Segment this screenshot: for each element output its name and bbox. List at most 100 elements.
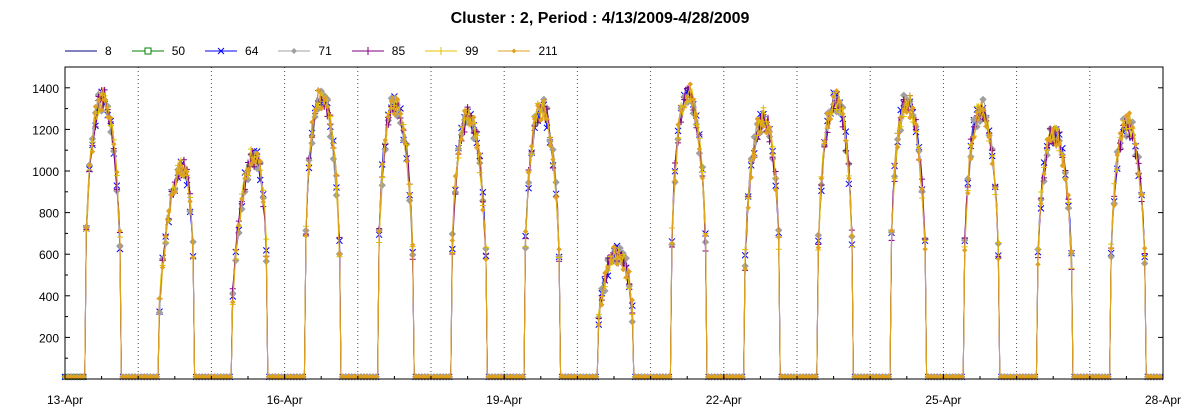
point-marker [303, 233, 309, 239]
y-tick-label: 1000 [32, 165, 59, 179]
point-marker [312, 106, 318, 113]
point-marker [1044, 147, 1051, 154]
y-tick-label: 1200 [32, 123, 59, 137]
point-marker [553, 194, 559, 201]
point-marker [1038, 189, 1044, 196]
point-marker [617, 254, 623, 260]
point-marker [974, 109, 980, 116]
legend-item-99: 99 [425, 44, 478, 58]
legend-label: 99 [465, 44, 479, 58]
point-marker [376, 228, 382, 235]
point-marker [919, 186, 925, 192]
legend-item-64: 64 [205, 44, 258, 58]
point-marker [95, 108, 102, 115]
series-line [65, 85, 1162, 378]
point-marker [897, 114, 904, 120]
point-marker [184, 168, 190, 175]
point-marker [251, 158, 257, 165]
y-tick-label: 400 [39, 290, 59, 304]
point-marker [684, 99, 691, 106]
point-marker [775, 234, 782, 240]
point-marker [187, 198, 193, 205]
point-marker [849, 232, 855, 239]
point-marker [1035, 261, 1041, 268]
point-marker [1062, 176, 1069, 183]
point-marker [595, 311, 602, 318]
point-marker [702, 232, 709, 239]
point-marker [159, 264, 166, 271]
series-211 [62, 81, 1163, 380]
point-marker [480, 207, 486, 213]
point-marker [992, 185, 998, 192]
point-marker [391, 111, 398, 117]
point-marker [1114, 152, 1120, 158]
point-marker [452, 173, 459, 179]
point-marker [309, 119, 315, 125]
point-marker [117, 228, 123, 234]
point-marker [1034, 245, 1041, 252]
point-marker [230, 299, 236, 305]
point-marker [699, 175, 706, 181]
point-marker [623, 274, 629, 281]
point-marker [678, 108, 684, 114]
point-marker [922, 246, 928, 252]
point-marker [769, 151, 776, 157]
point-marker [400, 126, 407, 132]
point-marker [541, 98, 547, 104]
point-marker [181, 172, 187, 178]
point-marker [1132, 153, 1139, 160]
point-marker [986, 134, 992, 141]
point-marker [672, 178, 678, 184]
legend-swatch [498, 48, 531, 54]
point-marker [901, 107, 907, 114]
point-marker [108, 115, 114, 121]
point-marker [1141, 245, 1148, 251]
point-marker [528, 143, 535, 149]
point-marker [156, 295, 163, 302]
legend-swatch [278, 48, 311, 54]
point-marker [907, 114, 913, 121]
legend-item-211: 211 [498, 44, 558, 58]
point-marker [916, 156, 922, 163]
point-marker [913, 121, 919, 128]
point-marker [772, 187, 779, 193]
point-marker [242, 175, 248, 182]
point-marker [742, 266, 748, 272]
point-marker [321, 95, 327, 101]
legend-label: 85 [391, 44, 406, 58]
point-marker [405, 196, 414, 205]
point-marker [757, 129, 764, 135]
point-marker [162, 233, 169, 240]
legend-item-71: 71 [278, 44, 332, 58]
point-marker [1132, 141, 1139, 147]
point-marker [689, 109, 698, 118]
point-marker [336, 251, 343, 257]
point-marker [540, 114, 547, 121]
point-marker [748, 157, 755, 164]
point-marker [602, 270, 608, 276]
point-marker [604, 255, 611, 262]
point-marker [681, 103, 687, 110]
point-marker [556, 246, 562, 252]
point-marker [409, 242, 416, 248]
point-marker [385, 113, 392, 120]
point-marker [239, 196, 245, 202]
point-marker [254, 150, 260, 157]
legend-label: 71 [318, 44, 332, 58]
y-tick-label: 200 [39, 331, 59, 345]
point-marker [754, 116, 761, 122]
point-marker [327, 121, 334, 127]
point-marker [605, 264, 611, 271]
point-marker [845, 160, 852, 167]
point-marker [772, 174, 779, 181]
point-marker [263, 254, 270, 260]
point-marker [894, 144, 901, 150]
point-marker [760, 123, 767, 129]
point-marker [461, 108, 468, 114]
point-marker [1123, 112, 1130, 119]
legend-label: 211 [538, 44, 558, 58]
point-marker [1056, 141, 1063, 147]
point-marker [742, 246, 749, 253]
point-marker [766, 124, 773, 131]
point-marker [379, 161, 385, 168]
